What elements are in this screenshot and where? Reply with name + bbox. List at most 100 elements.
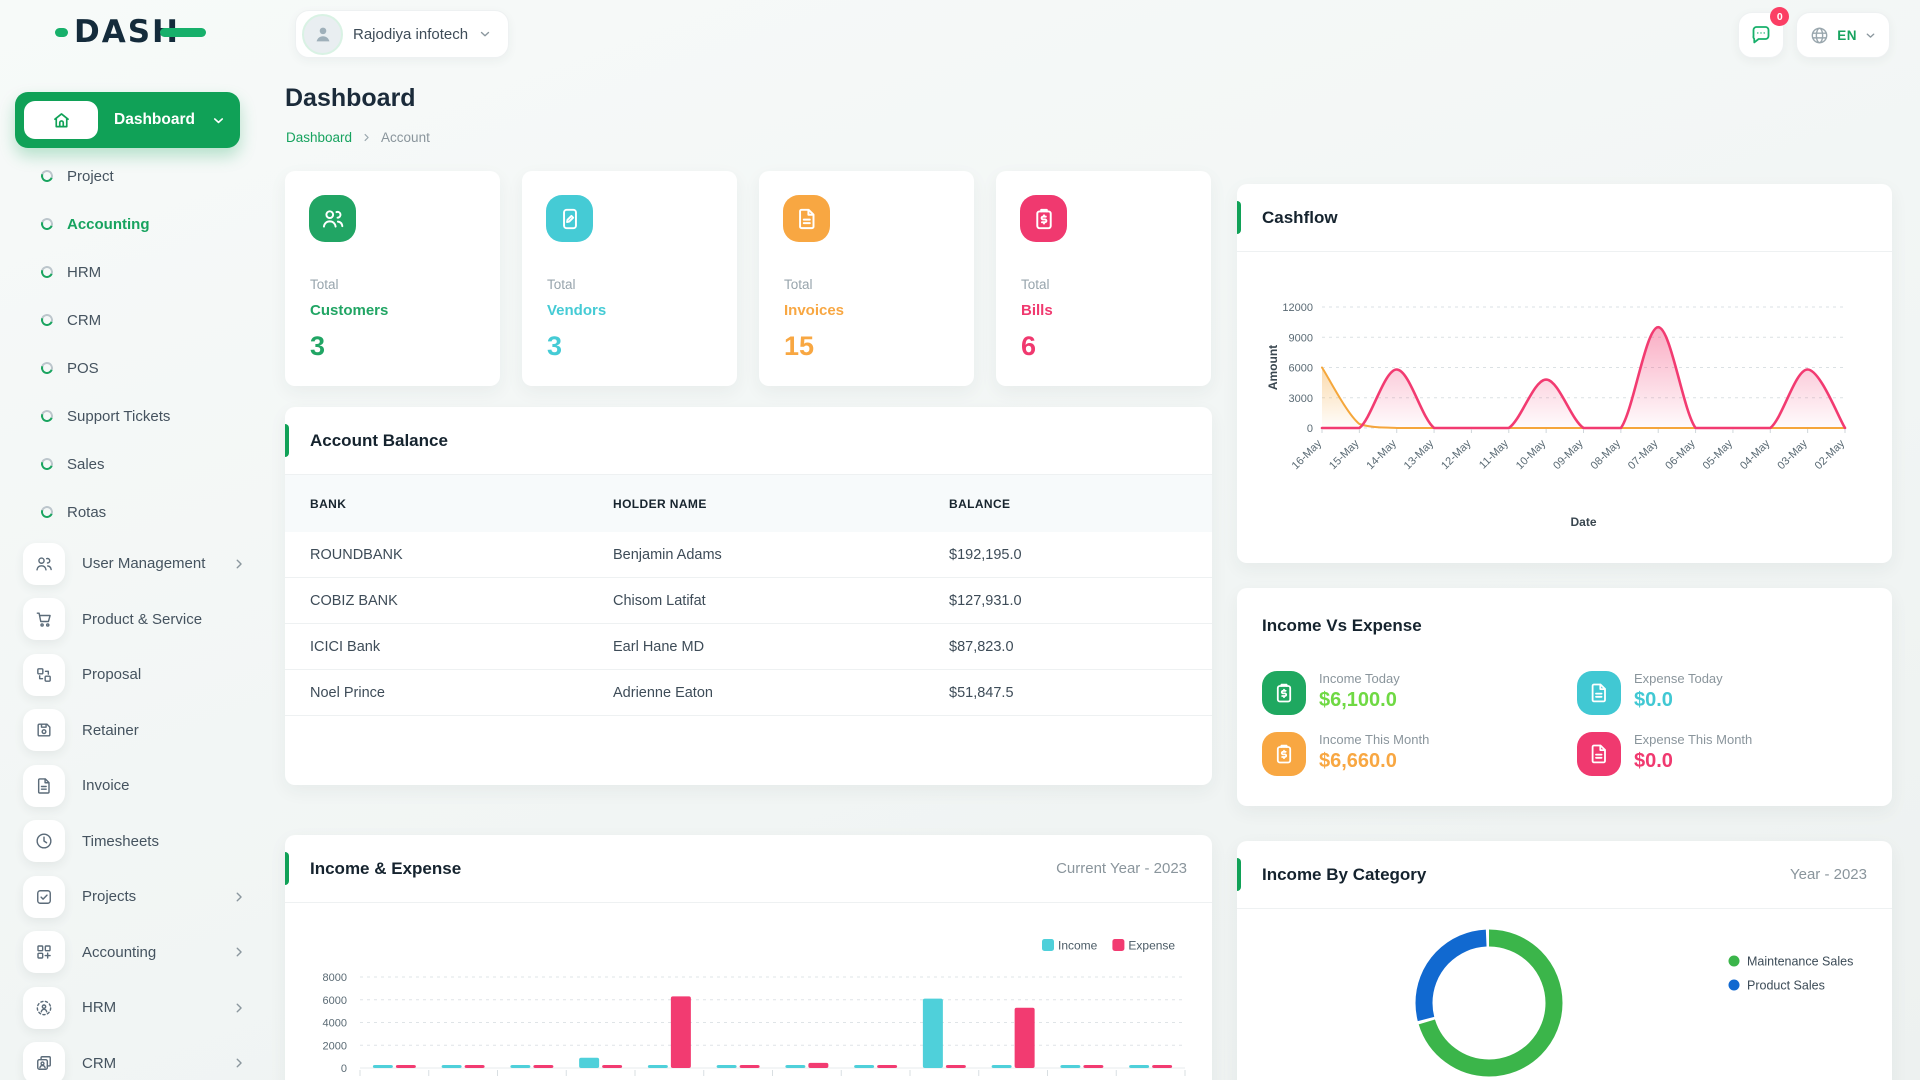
table-cell: ROUNDBANK <box>310 546 403 563</box>
sidebar-item-rotas[interactable]: Rotas <box>15 488 255 536</box>
chevron-right-icon <box>361 132 372 143</box>
card-title: Income & Expense <box>310 858 462 878</box>
messages-button[interactable]: 0 <box>1738 7 1790 58</box>
chevron-down-icon <box>1866 32 1875 38</box>
users-icon <box>36 557 52 571</box>
bar-expense <box>945 1065 966 1068</box>
avatar <box>302 13 343 55</box>
bar-income <box>647 1065 668 1068</box>
language-selector[interactable]: EN <box>1796 12 1890 58</box>
sidebar-item-user-management[interactable]: User Management <box>15 536 260 592</box>
stat-prefix: Total <box>784 277 813 292</box>
card-subtitle: Year - 2023 <box>1789 866 1867 883</box>
bar-expense <box>739 1065 760 1068</box>
x-tick-label: 13-May <box>1402 437 1437 472</box>
metric-expense-this-month: Expense This Month $0.0 <box>1577 732 1752 776</box>
table-cell: Adrienne Eaton <box>613 684 713 701</box>
stat-value: 3 <box>310 331 326 361</box>
bar-income <box>922 998 943 1068</box>
legend-label: Expense <box>1128 939 1175 953</box>
sidebar-item-retainer[interactable]: Retainer <box>15 703 260 759</box>
income-expense-bar-chart: 0 2000 4000 6000 8000 Income Expense <box>323 939 1186 1076</box>
table-row: COBIZ BANK Chisom Latifat $127,931.0 <box>285 578 1212 624</box>
cart-icon <box>36 612 51 628</box>
tablet-pen-icon <box>562 208 577 229</box>
cashflow-card: Cashflow 0 3000 6000 9000 12000 16-May 15-May 1… <box>1237 184 1892 563</box>
y-tick-label: 4000 <box>323 1018 347 1030</box>
y-axis-title: Amount <box>1266 345 1280 390</box>
bar-income <box>372 1065 393 1068</box>
chevron-right-icon <box>236 559 242 569</box>
table-cell: Earl Hane MD <box>613 638 705 655</box>
table-body: ROUNDBANK Benjamin Adams $192,195.0 COBIZ B… <box>285 532 1212 716</box>
x-tick-label: 05-May <box>1701 437 1736 472</box>
sidebar-item-project[interactable]: Project <box>15 152 255 200</box>
y-tick-label: 9000 <box>1289 332 1313 344</box>
legend-label: Maintenance Sales <box>1747 955 1853 969</box>
sidebar-item-label: Dashboard <box>114 111 195 128</box>
sidebar-item-sales[interactable]: Sales <box>15 440 255 488</box>
workspace-selector[interactable]: Rajodiya infotech <box>295 10 510 58</box>
income-by-category-donut-chart: Maintenance Sales Product Sales <box>1415 929 1854 1077</box>
income-vs-expense-card: Income Vs Expense Income Today $6,100.0 Ex… <box>1237 588 1892 806</box>
y-tick-label: 0 <box>341 1063 347 1075</box>
sidebar-item-accounting[interactable]: Accounting <box>15 925 260 981</box>
bullet-icon <box>39 168 55 184</box>
sidebar-item-proposal[interactable]: Proposal <box>15 647 260 703</box>
metric-label: Income This Month <box>1319 732 1430 747</box>
sidebar-item-dashboard[interactable]: Dashboard <box>15 92 240 148</box>
sidebar-item-hrm[interactable]: HRM <box>15 248 255 296</box>
stat-value: 3 <box>547 331 563 361</box>
table-cell: Noel Prince <box>310 684 385 701</box>
page-title: Dashboard <box>285 84 416 112</box>
file-icon <box>1591 683 1606 703</box>
sidebar-item-pos[interactable]: POS <box>15 344 255 392</box>
bar-income <box>991 1065 1012 1068</box>
sidebar-item-accounting[interactable]: Accounting <box>15 200 255 248</box>
sidebar-item-crm[interactable]: CRM <box>15 1036 260 1080</box>
sidebar-item-crm[interactable]: CRM <box>15 296 255 344</box>
squares-person-icon <box>37 1056 51 1071</box>
table-header: BANK HOLDER NAME BALANCE <box>285 475 1212 532</box>
file-icon <box>37 777 50 794</box>
bar-income <box>854 1065 875 1068</box>
chat-bubble-icon <box>1752 26 1770 44</box>
stat-card-bills: Total Bills 6 <box>996 171 1211 386</box>
legend-label: Income <box>1058 939 1098 953</box>
stat-value: 15 <box>784 331 815 361</box>
chevron-right-icon <box>236 892 242 902</box>
table-row: ICICI Bank Earl Hane MD $87,823.0 <box>285 624 1212 670</box>
table-row: Noel Prince Adrienne Eaton $51,847.5 <box>285 670 1212 716</box>
income-by-category-card: Income By Category Year - 2023 Maintenan… <box>1237 841 1892 1080</box>
brand-logo[interactable]: DASH <box>55 14 206 50</box>
clipboard-dollar-icon <box>1276 683 1292 703</box>
sidebar-item-timesheets[interactable]: Timesheets <box>15 814 260 870</box>
sidebar-item-projects[interactable]: Projects <box>15 869 260 925</box>
language-code: EN <box>1837 27 1857 43</box>
x-tick-label: 06-May <box>1663 437 1698 472</box>
chevron-right-icon <box>236 947 242 957</box>
sidebar-item-invoice[interactable]: Invoice <box>15 758 260 814</box>
breadcrumb: Dashboard Account <box>286 130 430 145</box>
metric-label: Expense This Month <box>1634 732 1753 747</box>
clipboard-dollar-icon <box>1276 744 1292 764</box>
chart-legend[interactable]: Maintenance Sales Product Sales <box>1728 955 1854 993</box>
bar-income <box>1060 1065 1081 1068</box>
x-tick-label: 08-May <box>1589 437 1624 472</box>
table-cell: $51,847.5 <box>949 684 1014 701</box>
table-cell: Benjamin Adams <box>613 546 722 563</box>
home-icon <box>24 101 99 139</box>
sidebar-item-hrm[interactable]: HRM <box>15 980 260 1036</box>
chart-legend[interactable]: Income Expense <box>1042 939 1175 953</box>
x-tick-label: 10-May <box>1514 437 1549 472</box>
sidebar-item-support-tickets[interactable]: Support Tickets <box>15 392 255 440</box>
bullet-icon <box>39 408 55 424</box>
breadcrumb-link-dashboard[interactable]: Dashboard <box>286 130 353 145</box>
x-tick-label: 02-May <box>1813 437 1848 472</box>
bullet-icon <box>39 360 55 376</box>
sidebar-item-product-service[interactable]: Product & Service <box>15 592 260 648</box>
bar-expense <box>464 1065 485 1068</box>
table-cell: COBIZ BANK <box>310 592 398 609</box>
stat-label: Invoices <box>784 302 845 319</box>
stat-prefix: Total <box>547 277 576 292</box>
